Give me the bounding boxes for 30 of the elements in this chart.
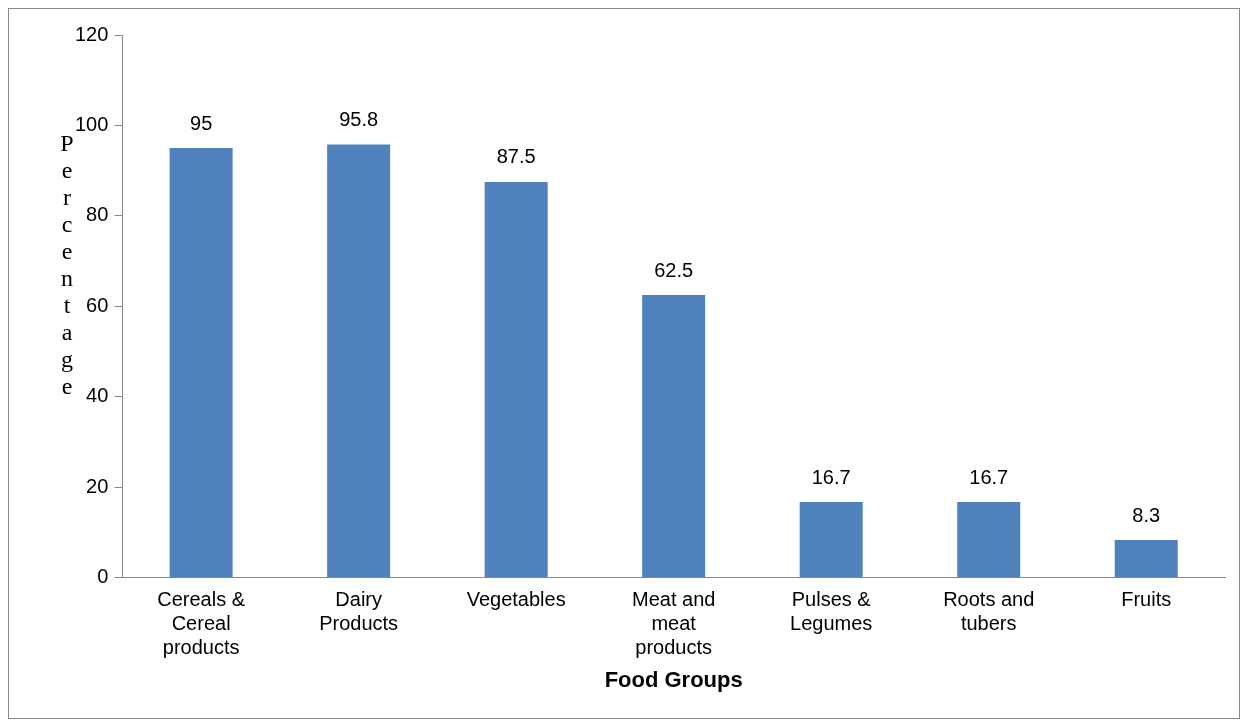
x-tick-label: Vegetables xyxy=(466,588,566,611)
x-axis-title: Food Groups xyxy=(604,666,743,692)
data-label: 16.7 xyxy=(969,465,1009,488)
data-label: 62.5 xyxy=(654,258,694,281)
y-tick-label: 80 xyxy=(86,203,109,226)
y-tick-label: 100 xyxy=(74,112,109,135)
bar xyxy=(957,502,1021,578)
x-tick-label: Dairy Products xyxy=(319,588,399,635)
y-tick-label: 60 xyxy=(86,293,109,316)
x-tick-label: Fruits xyxy=(1121,588,1172,611)
bar xyxy=(327,144,391,578)
data-label: 87.5 xyxy=(496,145,536,168)
bar xyxy=(799,502,863,578)
x-tick-label: Pulses & Legumes xyxy=(790,588,873,635)
bar xyxy=(484,181,548,578)
x-tick-label: Roots and tubers xyxy=(943,588,1035,635)
y-tick-label: 20 xyxy=(86,474,109,497)
y-tick-label: 0 xyxy=(97,565,109,588)
y-tick-label: 40 xyxy=(86,384,109,407)
bar xyxy=(169,148,233,578)
data-label: 95 xyxy=(190,111,213,134)
data-label: 8.3 xyxy=(1132,503,1161,526)
x-tick-label: Meat and meat products xyxy=(631,588,716,659)
bar xyxy=(1114,540,1178,578)
data-label: 95.8 xyxy=(339,107,379,130)
bar xyxy=(642,295,706,578)
x-tick-label: Cereals & Cereal products xyxy=(157,588,246,659)
text: Percentage xyxy=(60,130,74,400)
y-tick-label: 120 xyxy=(74,22,109,45)
data-label: 16.7 xyxy=(811,465,851,488)
